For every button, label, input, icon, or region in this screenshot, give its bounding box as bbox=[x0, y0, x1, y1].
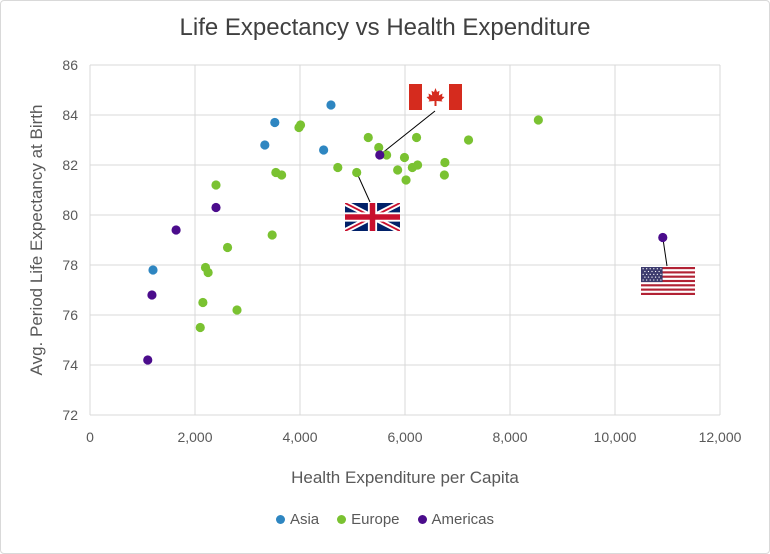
point-europe bbox=[401, 175, 411, 185]
y-tick-label: 76 bbox=[62, 307, 78, 323]
point-europe bbox=[267, 230, 277, 240]
y-tick-label: 80 bbox=[62, 207, 78, 223]
legend-item-asia: Asia bbox=[275, 511, 320, 528]
point-europe bbox=[399, 152, 410, 163]
canada-flag bbox=[409, 84, 462, 110]
legend-label-europe: Europe bbox=[351, 511, 400, 528]
point-asia bbox=[148, 265, 158, 275]
point-americas bbox=[171, 225, 181, 235]
point-europe bbox=[382, 150, 392, 160]
x-tick-label: 10,000 bbox=[594, 429, 637, 445]
legend-item-americas: Americas bbox=[417, 511, 495, 528]
annotation-leader-line bbox=[662, 237, 668, 267]
point-americas bbox=[211, 202, 221, 213]
y-tick-label: 72 bbox=[62, 407, 78, 423]
point-europe bbox=[195, 322, 205, 333]
chart-title: Life Expectancy vs Health Expenditure bbox=[179, 14, 591, 41]
point-europe bbox=[413, 160, 423, 170]
point-europe bbox=[363, 132, 373, 143]
point-americas bbox=[147, 290, 157, 300]
annotation-leader-line bbox=[356, 172, 371, 203]
x-tick-labels: 0 2,000 4,000 6,000 8,000 10,000 12,000 bbox=[86, 429, 742, 445]
point-asia bbox=[319, 145, 329, 155]
legend-marker-europe bbox=[337, 515, 347, 524]
point-europe bbox=[232, 305, 242, 315]
point-americas bbox=[375, 150, 385, 160]
legend-label-asia: Asia bbox=[289, 511, 320, 528]
x-tick-label: 12,000 bbox=[699, 429, 742, 445]
legend-label-americas: Americas bbox=[431, 511, 495, 528]
point-europe bbox=[352, 167, 362, 178]
x-tick-label: 8,000 bbox=[492, 429, 527, 445]
point-asia bbox=[270, 117, 280, 128]
point-europe bbox=[439, 170, 449, 180]
data-points bbox=[143, 100, 668, 365]
y-tick-label: 74 bbox=[62, 357, 78, 373]
x-tick-label: 0 bbox=[86, 429, 94, 445]
uk-flag bbox=[345, 203, 400, 231]
legend-item-europe: Europe bbox=[337, 511, 400, 528]
point-europe bbox=[411, 132, 422, 143]
point-asia bbox=[260, 140, 270, 150]
x-tick-label: 6,000 bbox=[387, 429, 422, 445]
point-europe bbox=[333, 162, 343, 173]
point-europe bbox=[440, 157, 450, 168]
gridlines bbox=[89, 64, 721, 416]
point-europe bbox=[203, 267, 213, 278]
y-tick-labels: 72 74 76 78 80 82 84 86 bbox=[62, 57, 78, 423]
point-americas bbox=[658, 232, 668, 243]
legend-marker-asia bbox=[275, 515, 285, 524]
point-europe bbox=[211, 180, 221, 190]
annotation-leader-line bbox=[379, 110, 436, 156]
point-americas bbox=[143, 355, 153, 365]
point-europe bbox=[222, 242, 233, 253]
maple-leaf-icon bbox=[426, 88, 445, 106]
usa-flag bbox=[641, 267, 695, 295]
point-europe bbox=[463, 135, 474, 145]
legend-marker-americas bbox=[417, 515, 427, 524]
y-tick-label: 82 bbox=[62, 157, 78, 173]
point-europe bbox=[295, 120, 306, 130]
legend: Asia Europe Americas bbox=[0, 511, 770, 528]
y-tick-label: 84 bbox=[62, 107, 78, 123]
x-axis-label: Health Expenditure per Capita bbox=[291, 468, 519, 487]
x-tick-label: 4,000 bbox=[282, 429, 317, 445]
y-tick-label: 78 bbox=[62, 257, 78, 273]
point-asia bbox=[326, 100, 336, 110]
point-europe bbox=[277, 170, 287, 180]
y-tick-label: 86 bbox=[62, 57, 78, 73]
point-europe bbox=[374, 142, 384, 153]
annotation-leader-lines bbox=[356, 110, 668, 267]
x-tick-label: 2,000 bbox=[177, 429, 212, 445]
point-europe bbox=[393, 165, 403, 175]
point-europe bbox=[198, 297, 208, 308]
point-europe bbox=[533, 115, 543, 125]
